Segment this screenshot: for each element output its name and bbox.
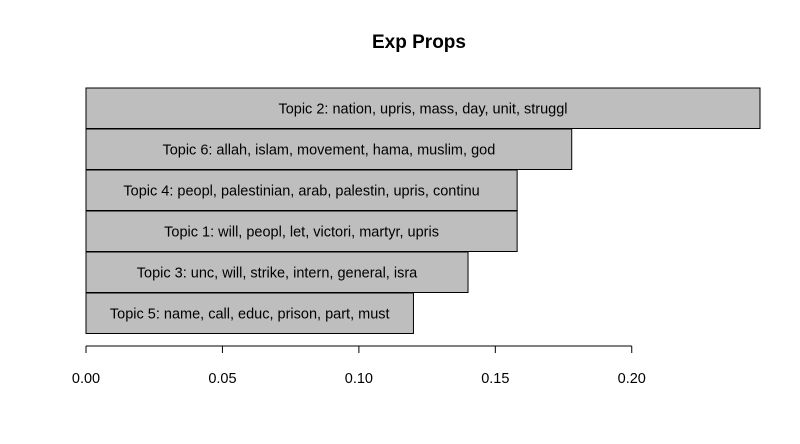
bar-label: Topic 5: name, call, educ, prison, part,… <box>110 306 390 322</box>
bar <box>85 169 518 211</box>
chart-title: Exp Props <box>372 32 466 53</box>
bar-label: Topic 4: peopl, palestinian, arab, pales… <box>123 183 479 199</box>
bar-label: Topic 2: nation, upris, mass, day, unit,… <box>278 101 567 117</box>
bar <box>85 251 469 293</box>
bar-label: Topic 6: allah, islam, movement, hama, m… <box>162 142 495 158</box>
bar-label: Topic 3: unc, will, strike, intern, gene… <box>137 265 418 281</box>
bar <box>85 128 573 170</box>
x-tick-label: 0.15 <box>481 371 509 387</box>
bar-label: Topic 1: will, peopl, let, victori, mart… <box>164 224 439 240</box>
x-tick-label: 0.10 <box>345 371 373 387</box>
x-tick-label: 0.05 <box>208 371 236 387</box>
bar <box>85 210 518 252</box>
x-tick-label: 0.00 <box>72 371 100 387</box>
bar <box>85 87 761 129</box>
bars-group: Topic 2: nation, upris, mass, day, unit,… <box>85 87 761 334</box>
x-tick-label: 0.20 <box>618 371 646 387</box>
x-axis: 0.00 0.05 0.10 0.15 0.20 <box>72 345 646 387</box>
bar <box>85 292 414 334</box>
